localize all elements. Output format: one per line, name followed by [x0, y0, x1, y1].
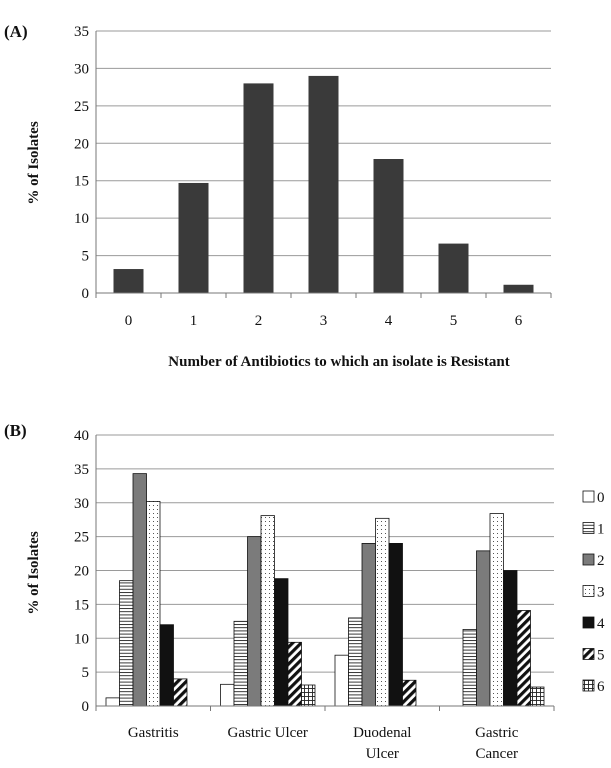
x-tick-label: 0 — [125, 313, 133, 329]
legend-swatch-6 — [582, 679, 595, 692]
bar-series-0 — [220, 683, 235, 707]
legend-label: 0 — [597, 490, 605, 506]
bar — [243, 83, 274, 294]
panel-b-bars — [105, 473, 545, 707]
y-tick-label: 15 — [74, 597, 89, 613]
y-tick-label: 35 — [74, 462, 89, 478]
bar-series-1 — [348, 617, 363, 707]
legend-label: 4 — [597, 616, 605, 632]
bar — [308, 75, 339, 294]
x-tick-label: 4 — [385, 313, 393, 329]
y-tick-label: 30 — [74, 61, 89, 77]
legend-label: 5 — [597, 648, 605, 664]
y-tick-label: 20 — [74, 564, 89, 580]
bar-series-1 — [233, 620, 248, 707]
bar-series-3 — [375, 517, 390, 707]
bar-series-2 — [476, 550, 491, 707]
x-tick-label: Cancer — [476, 746, 518, 762]
y-tick-label: 25 — [74, 99, 89, 115]
y-tick-label: 35 — [74, 24, 89, 40]
bar-series-2 — [247, 536, 262, 707]
panel-a-bars — [113, 75, 534, 294]
x-tick-label: 3 — [320, 313, 328, 329]
panel-a-xlabel: Number of Antibiotics to which an isolat… — [168, 354, 509, 370]
panel-a-ylabel: % of Isolates — [26, 121, 42, 204]
panel-b-ylabel: % of Isolates — [26, 531, 42, 614]
bar — [373, 159, 404, 293]
x-tick-label: 2 — [255, 313, 263, 329]
bar — [113, 269, 144, 293]
legend-label: 6 — [597, 679, 605, 695]
bar-series-2 — [361, 543, 376, 707]
x-tick-label: 6 — [515, 313, 523, 329]
bar-series-3 — [260, 515, 275, 707]
y-tick-label: 10 — [74, 631, 89, 647]
legend-label: 2 — [597, 553, 605, 569]
x-tick-label: Duodenal — [353, 725, 411, 741]
y-tick-label: 25 — [74, 530, 89, 546]
bar-series-5 — [173, 678, 188, 707]
legend-swatch-4 — [582, 616, 595, 629]
bar-series-6 — [530, 686, 545, 707]
panel-b-x-ticks: Gastritis Gastric Ulcer Duodenal Ulcer Gastr… — [95, 706, 555, 762]
y-tick-label: 5 — [82, 249, 90, 265]
panel-b-legend: 0 1 2 3 4 5 6 — [582, 490, 605, 695]
legend-label: 1 — [597, 522, 605, 538]
bar-series-2 — [132, 473, 147, 707]
bar-series-1 — [462, 629, 477, 707]
bar-series-5 — [402, 679, 417, 707]
legend-swatch-3 — [582, 585, 595, 597]
legend-label: 3 — [597, 585, 605, 601]
x-tick-label: Gastric — [475, 725, 519, 741]
y-tick-label: 10 — [74, 211, 89, 227]
y-tick-label: 5 — [82, 665, 90, 681]
y-tick-label: 0 — [82, 286, 90, 302]
bar-series-4 — [159, 624, 174, 707]
x-tick-label: 5 — [450, 313, 458, 329]
bar-series-1 — [119, 580, 134, 707]
panel-a-x-ticks: 0 1 2 3 4 5 6 — [95, 293, 552, 329]
panel-b-label: (B) — [4, 421, 27, 440]
bar-series-3 — [489, 513, 504, 707]
legend-swatch-2 — [582, 553, 595, 566]
bar-series-5 — [516, 610, 531, 707]
x-tick-label: Gastric Ulcer — [228, 725, 308, 741]
panel-b-y-ticks: 0 5 10 15 20 25 30 35 40 — [74, 428, 89, 715]
y-tick-label: 15 — [74, 174, 89, 190]
bar — [438, 243, 469, 293]
bar-series-0 — [334, 654, 349, 707]
panel-a-y-ticks: 0 5 10 15 20 25 30 35 — [74, 24, 89, 302]
bar — [178, 182, 209, 293]
bar-series-3 — [146, 500, 161, 707]
bar — [503, 284, 534, 293]
bar-series-4 — [274, 578, 289, 707]
bar-series-5 — [287, 641, 302, 707]
legend-swatch-5 — [582, 648, 595, 660]
legend-swatch-1 — [582, 522, 595, 534]
bar-series-4 — [503, 570, 518, 707]
panel-a: (A) 0 5 10 15 20 25 30 35 0 1 2 3 4 5 6 % of Isolates… — [4, 22, 552, 370]
bar-series-0 — [105, 697, 120, 707]
y-tick-label: 30 — [74, 496, 89, 512]
x-tick-label: Ulcer — [366, 746, 399, 762]
bar-series-4 — [388, 543, 403, 707]
legend-swatch-0 — [582, 490, 595, 503]
bar-series-6 — [301, 684, 316, 707]
y-tick-label: 0 — [82, 699, 90, 715]
x-tick-label: Gastritis — [128, 725, 179, 741]
x-tick-label: 1 — [190, 313, 198, 329]
y-tick-label: 20 — [74, 136, 89, 152]
panel-a-label: (A) — [4, 22, 28, 41]
y-tick-label: 40 — [74, 428, 89, 444]
